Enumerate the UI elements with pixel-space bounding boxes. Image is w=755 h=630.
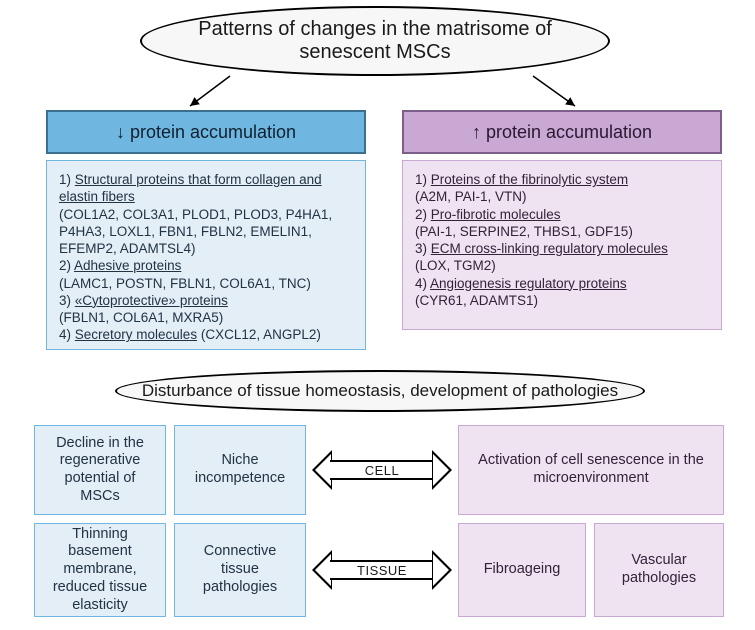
cell-text: Thinning basement membrane, reduced tiss… (45, 526, 155, 614)
list-item: 2) Pro-fibrotic molecules (415, 206, 709, 223)
list-item: 4) Angiogenesis regulatory proteins (415, 275, 709, 292)
cell-text: Fibroageing (484, 561, 561, 579)
list-genes: (PAI-1, SERPINE2, THBS1, GDF15) (415, 223, 709, 240)
list-heading: ECM cross-linking regulatory molecules (431, 241, 668, 256)
cell-text: Connective tissue pathologies (185, 543, 295, 596)
arrow-head-right-icon (432, 450, 452, 490)
list-item: 4) Secretory molecules (CXCL12, ANGPL2) (59, 326, 353, 343)
list-genes: (A2M, PAI-1, VTN) (415, 188, 709, 205)
cell-text: Activation of cell senescence in the mic… (469, 452, 713, 487)
header-increase: ↑ protein accumulation (402, 110, 722, 154)
arrow-to-right (525, 72, 585, 112)
list-genes: (FBLN1, COL6A1, MXRA5) (59, 309, 353, 326)
cell-text: Vascular pathologies (605, 552, 713, 587)
list-genes: (CXCL12, ANGPL2) (201, 327, 321, 342)
mid-text: Disturbance of tissue homeostasis, devel… (142, 381, 618, 401)
list-heading: Adhesive proteins (74, 258, 181, 273)
arrow-tissue: TISSUE (312, 550, 452, 590)
cell-fibroageing: Fibroageing (458, 523, 586, 617)
cell-decline-regen: Decline in the regenerative potential of… (34, 425, 166, 515)
header-decrease-text: ↓ protein accumulation (116, 122, 296, 143)
title-text: Patterns of changes in the matrisome of … (172, 18, 578, 64)
cell-text: Niche incompetence (185, 452, 295, 487)
cell-niche: Niche incompetence (174, 425, 306, 515)
list-item: 3) «Cytoprotective» proteins (59, 292, 353, 309)
list-genes: (CYR61, ADAMTS1) (415, 292, 709, 309)
list-decrease: 1) Structural proteins that form collage… (46, 160, 366, 350)
header-increase-text: ↑ protein accumulation (472, 122, 652, 143)
arrow-head-left-icon (312, 450, 332, 490)
list-genes: (COL1A2, COL3A1, PLOD1, PLOD3, P4HA1, P4… (59, 206, 353, 258)
cell-activation-senescence: Activation of cell senescence in the mic… (458, 425, 724, 515)
list-increase: 1) Proteins of the fibrinolytic system(A… (402, 160, 722, 330)
cell-text: Decline in the regenerative potential of… (45, 435, 155, 506)
list-heading: «Cytoprotective» proteins (75, 293, 228, 308)
list-heading: Proteins of the fibrinolytic system (431, 172, 628, 187)
list-heading: Pro-fibrotic molecules (431, 207, 561, 222)
list-item: 1) Proteins of the fibrinolytic system (415, 171, 709, 188)
mid-ellipse: Disturbance of tissue homeostasis, devel… (115, 370, 645, 412)
list-item: 2) Adhesive proteins (59, 257, 353, 274)
diagram-canvas: Patterns of changes in the matrisome of … (0, 0, 755, 630)
arrow-body: CELL (330, 460, 434, 480)
list-heading: Secretory molecules (75, 327, 197, 342)
list-genes: (LOX, TGM2) (415, 257, 709, 274)
arrow-to-left (180, 72, 240, 112)
arrow-head-right-icon (432, 550, 452, 590)
list-item: 3) ECM cross-linking regulatory molecule… (415, 240, 709, 257)
arrow-head-left-icon (312, 550, 332, 590)
list-heading: Structural proteins that form collagen a… (59, 172, 322, 204)
title-ellipse: Patterns of changes in the matrisome of … (140, 6, 610, 76)
arrow-label: TISSUE (357, 563, 407, 578)
bottom-grid: Decline in the regenerative potential of… (34, 425, 724, 620)
list-heading: Angiogenesis regulatory proteins (430, 276, 627, 291)
arrow-cell: CELL (312, 450, 452, 490)
cell-thinning-membrane: Thinning basement membrane, reduced tiss… (34, 523, 166, 617)
cell-vascular: Vascular pathologies (594, 523, 724, 617)
arrow-label: CELL (365, 463, 400, 478)
list-item: 1) Structural proteins that form collage… (59, 171, 353, 206)
cell-connective: Connective tissue pathologies (174, 523, 306, 617)
list-genes: (LAMC1, POSTN, FBLN1, COL6A1, TNC) (59, 275, 353, 292)
header-decrease: ↓ protein accumulation (46, 110, 366, 154)
arrow-body: TISSUE (330, 560, 434, 580)
